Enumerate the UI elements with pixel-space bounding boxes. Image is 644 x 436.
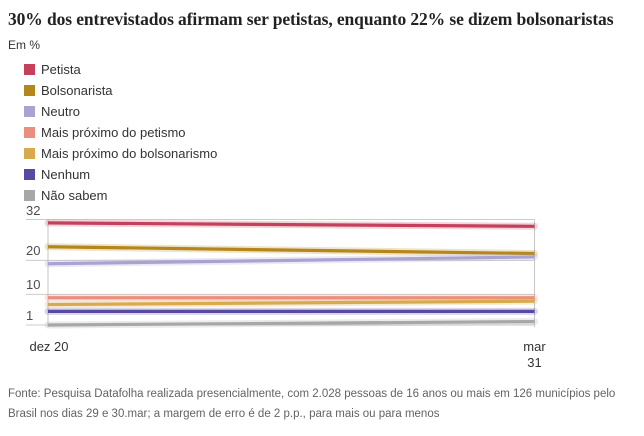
line-mais-proximo-do-bolsonarismo: [47, 299, 535, 307]
legend-label: Bolsonarista: [41, 83, 113, 98]
legend-swatch-icon: [24, 64, 35, 75]
x-axis-label-mar-31: mar 31: [523, 339, 546, 370]
legend-item-petista: Petista: [24, 59, 644, 80]
y-axis-tick-10: 10: [26, 277, 41, 293]
chart-unit-label: Em %: [8, 38, 41, 52]
legend: Petista Bolsonarista Neutro Mais próximo do…: [24, 59, 644, 206]
y-axis-tick-20: 20: [26, 243, 41, 259]
line-petista: [47, 221, 535, 228]
legend-item-neutro: Neutro: [24, 101, 644, 122]
line-bolsonarista: [47, 245, 535, 256]
legend-label: Nenhum: [41, 167, 91, 182]
legend-swatch-icon: [24, 85, 35, 96]
legend-item-nenhum: Nenhum: [24, 164, 644, 185]
legend-label: Petista: [41, 62, 81, 77]
legend-label: Mais próximo do petismo: [41, 125, 186, 140]
legend-swatch-icon: [24, 127, 35, 138]
legend-swatch-icon: [24, 169, 35, 180]
legend-item-mais-proximo-do-bolsonarismo: Mais próximo do bolsonarismo: [24, 143, 644, 164]
source-note: Fonte: Pesquisa Datafolha realizada pres…: [8, 388, 616, 420]
legend-swatch-icon: [24, 106, 35, 117]
plot-area: [26, 219, 538, 329]
legend-swatch-icon: [24, 148, 35, 159]
legend-label: Não sabem: [41, 188, 108, 203]
legend-label: Neutro: [41, 104, 81, 119]
line-nao-sabem: [47, 319, 535, 327]
legend-item-bolsonarista: Bolsonarista: [24, 80, 644, 101]
legend-item-mais-proximo-do-petismo: Mais próximo do petismo: [24, 122, 644, 143]
legend-label: Mais próximo do bolsonarismo: [41, 146, 218, 161]
line-chart: 32 20 10 1 dez 20 mar 31: [0, 202, 644, 374]
line-neutro: [47, 255, 535, 266]
chart-title: 30% dos entrevistados afirmam ser petist…: [8, 9, 614, 29]
datafolha-chart-card: 30% dos entrevistados afirmam ser petist…: [0, 9, 644, 424]
y-axis-tick-1: 1: [26, 307, 34, 323]
legend-item-nao-sabem: Não sabem: [24, 185, 644, 206]
y-axis-tick-32: 32: [26, 202, 41, 218]
legend-swatch-icon: [24, 190, 35, 201]
x-axis-label-dez-20: dez 20: [29, 339, 69, 354]
